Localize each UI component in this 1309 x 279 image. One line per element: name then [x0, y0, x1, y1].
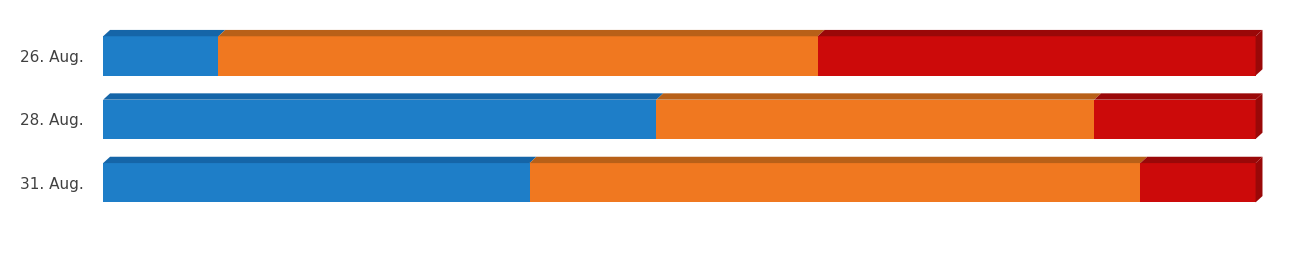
Polygon shape — [818, 30, 1262, 36]
Bar — [103, 36, 219, 76]
Bar — [818, 36, 1255, 76]
Bar — [219, 36, 818, 76]
Polygon shape — [103, 93, 664, 100]
Polygon shape — [103, 30, 225, 36]
Polygon shape — [1255, 157, 1262, 202]
Polygon shape — [219, 30, 825, 36]
Polygon shape — [103, 157, 537, 163]
Bar — [656, 100, 1094, 139]
Polygon shape — [1255, 30, 1262, 76]
Polygon shape — [1140, 157, 1262, 163]
Polygon shape — [1255, 93, 1262, 139]
Polygon shape — [656, 93, 1101, 100]
Bar — [1140, 163, 1255, 202]
Bar — [1094, 100, 1255, 139]
Bar — [103, 100, 656, 139]
Bar — [103, 163, 530, 202]
Polygon shape — [530, 157, 1147, 163]
Polygon shape — [1094, 93, 1262, 100]
Bar — [530, 163, 1140, 202]
